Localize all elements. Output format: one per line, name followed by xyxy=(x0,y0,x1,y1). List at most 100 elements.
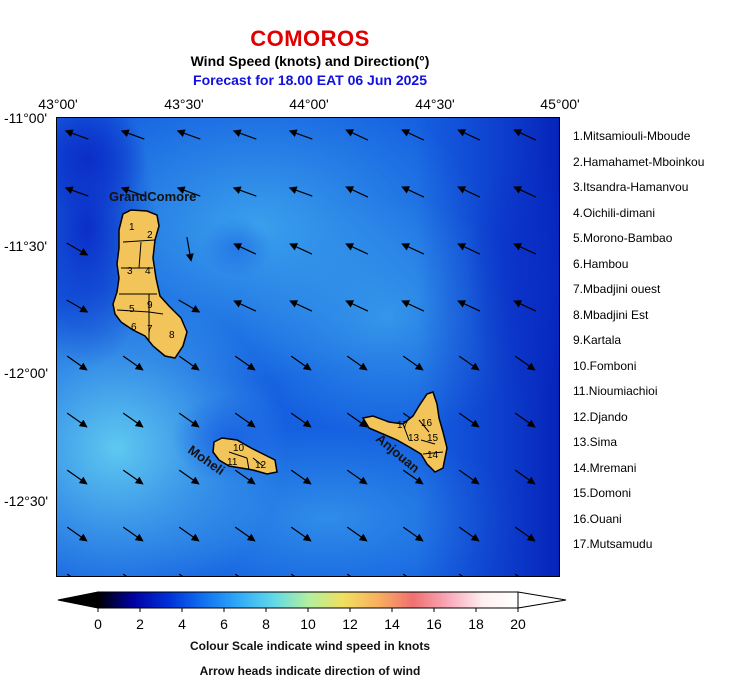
district-legend-item: 11.Nioumiachioi xyxy=(573,384,658,398)
grand-comore-island[interactable] xyxy=(112,209,188,359)
wind-map[interactable]: 1 2 3 4 5 6 7 8 9 10 11 12 13 15 14 16 1… xyxy=(56,117,560,577)
moheli-borders xyxy=(228,451,264,471)
wind-arrow xyxy=(234,526,256,542)
grand-comore-outline xyxy=(112,209,188,359)
wind-arrow xyxy=(289,243,313,255)
district-legend-item: 8.Mbadjini Est xyxy=(573,307,649,322)
district-legend-item: 12.Djando xyxy=(573,409,628,424)
gc-number-3: 3 xyxy=(127,266,133,277)
anjouan-borders xyxy=(402,419,444,455)
colorbar-max-triangle xyxy=(517,591,567,609)
wind-arrow xyxy=(402,526,424,542)
lat-label-12-30: -12°30' xyxy=(4,493,49,509)
wind-arrows xyxy=(64,129,537,576)
wind-arrow xyxy=(346,526,368,542)
wind-arrow xyxy=(234,412,256,428)
wind-arrow xyxy=(513,129,537,141)
district-legend-item: 2.Hamahamet-Mboinkou xyxy=(573,154,705,169)
map-subtitle: Wind Speed (knots) and Direction(°) xyxy=(190,53,430,69)
colorbar-tick-label: 0 xyxy=(94,616,102,632)
gc-number-1: 1 xyxy=(129,222,135,233)
wind-arrow xyxy=(514,412,536,428)
wind-arrow xyxy=(401,129,425,141)
district-legend-item: 7.Mbadjini ouest xyxy=(573,282,661,296)
wind-arrow xyxy=(458,526,480,542)
wind-arrow xyxy=(122,469,144,485)
district-legend-item: 17.Mutsamudu xyxy=(573,537,653,551)
wind-zone-10 xyxy=(467,148,559,408)
wind-arrow xyxy=(178,526,200,542)
wind-arrow xyxy=(513,243,537,255)
wind-arrow xyxy=(457,186,481,198)
forecast-time: Forecast for 18.00 EAT 06 Jun 2025 xyxy=(193,72,427,88)
district-legend-item: 3.Itsandra-Hamanvou xyxy=(573,180,689,194)
moheli-number-11: 11 xyxy=(227,457,238,468)
district-legend-item: 15.Domoni xyxy=(573,486,632,500)
wind-arrow xyxy=(401,243,425,255)
wind-arrow xyxy=(66,412,88,428)
wind-arrow xyxy=(66,242,89,256)
wind-arrow xyxy=(122,412,144,428)
district-legend-item: 5.Morono-Bambao xyxy=(573,231,673,245)
district-legend-item: 13.Sima xyxy=(573,435,618,449)
gc-number-8: 8 xyxy=(169,330,175,341)
colorbar-tick-label: 14 xyxy=(384,616,400,632)
grand-comore-borders xyxy=(116,239,164,340)
anjouan-number-16: 16 xyxy=(421,418,433,429)
district-legend-item: 4.Oichili-dimani xyxy=(573,205,656,220)
wind-arrow xyxy=(458,469,480,485)
gc-number-6: 6 xyxy=(131,322,137,333)
wind-arrow xyxy=(457,243,481,255)
wind-arrow xyxy=(66,469,88,485)
wind-arrow xyxy=(233,243,257,255)
anjouan-number-17: 17 xyxy=(397,420,409,431)
wind-arrow xyxy=(513,300,537,312)
lon-label-43-00: 43°00' xyxy=(38,96,78,112)
wind-arrow xyxy=(120,129,145,140)
moheli-number-10: 10 xyxy=(233,443,245,454)
grand-comore-label: GrandComore xyxy=(109,189,196,204)
district-legend-item: 1.Mitsamiouli-Mboude xyxy=(573,129,691,143)
wind-arrow xyxy=(513,186,537,198)
lon-label-43-30: 43°30' xyxy=(164,96,204,112)
wind-arrow xyxy=(66,355,88,371)
district-list: 1.Mitsamiouli-Mboude 2.Hamahamet-Mboinkou… xyxy=(573,124,704,558)
anjouan-number-13: 13 xyxy=(408,433,420,444)
wind-arrow xyxy=(232,186,257,197)
wind-arrow xyxy=(66,299,89,313)
caption-speed: Colour Scale indicate wind speed in knot… xyxy=(189,639,431,653)
wind-arrow xyxy=(402,469,424,485)
colorbar-tick-label: 2 xyxy=(136,616,144,632)
wind-arrow xyxy=(457,300,481,312)
wind-arrow xyxy=(402,355,424,371)
colorbar-tick-label: 20 xyxy=(510,616,526,632)
colorbar-tick-label: 6 xyxy=(220,616,228,632)
wind-arrow xyxy=(178,355,200,371)
colorbar-tick-label: 10 xyxy=(300,616,316,632)
wind-arrow xyxy=(288,186,313,197)
wind-arrow xyxy=(346,412,368,428)
wind-arrow xyxy=(288,129,313,140)
wind-arrow xyxy=(401,186,425,198)
wind-arrow xyxy=(176,129,201,140)
lat-label-12-00: -12°00' xyxy=(4,365,49,381)
lon-label-45-00: 45°00' xyxy=(540,96,580,112)
district-legend-item: 16.Ouani xyxy=(573,511,622,526)
wind-arrow xyxy=(233,300,257,312)
colorbar-body xyxy=(97,591,519,609)
gc-number-4: 4 xyxy=(145,266,151,277)
anjouan-island[interactable] xyxy=(361,391,448,473)
wind-arrow xyxy=(178,469,200,485)
wind-arrow xyxy=(64,129,89,140)
gc-number-5: 5 xyxy=(129,304,135,315)
wind-arrow xyxy=(514,469,536,485)
colorbar-ticks xyxy=(97,608,519,612)
wind-arrow xyxy=(122,355,144,371)
wind-arrow xyxy=(232,129,257,140)
wind-arrow xyxy=(345,300,369,312)
wind-arrow xyxy=(290,526,312,542)
wind-arrow xyxy=(346,469,368,485)
map-title: COMOROS xyxy=(250,26,370,51)
wind-arrow xyxy=(401,300,425,312)
wind-arrow xyxy=(290,412,312,428)
